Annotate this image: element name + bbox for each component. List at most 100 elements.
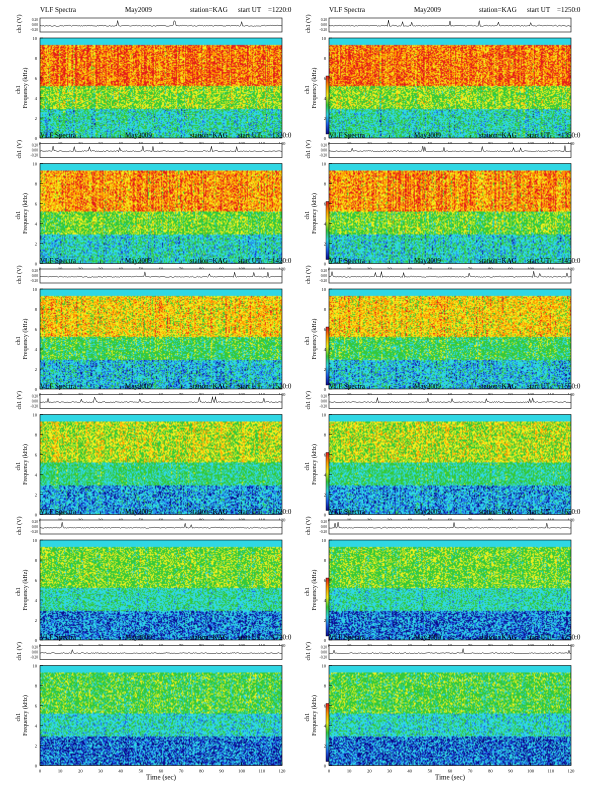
freq-tick-label: 0: [324, 262, 327, 267]
freq-tick-label: 2: [324, 493, 326, 498]
waveform-ylabel: ch1 (V): [305, 140, 312, 159]
panel-start-prefix: start UT: [527, 508, 551, 516]
waveform-tick: 0.00: [32, 651, 38, 655]
waveform-tick: 0.00: [32, 525, 38, 529]
panel-title: VLF Spectra: [329, 257, 366, 265]
spectrogram-ylabel-ch: ch1: [305, 587, 311, 596]
spectrogram-heatmap: [329, 665, 571, 766]
freq-tick-label: 4: [324, 347, 327, 352]
freq-tick-label: 10: [33, 538, 38, 543]
freq-tick-label: 2: [324, 116, 326, 121]
panel-start-time: =1320:0: [268, 132, 292, 140]
panel-10: VLF Spectra May2009 station=KAG start UT =16…: [305, 508, 581, 656]
panel-12: VLF Spectra May2009 station=KAG start UT =12…: [305, 634, 581, 782]
time-tick-label: 20: [78, 769, 83, 774]
panel-title: VLF Spectra: [40, 257, 77, 265]
panel-station: station=KAG: [479, 6, 517, 14]
freq-tick-label: 2: [35, 116, 37, 121]
panel-title: VLF Spectra: [40, 132, 77, 140]
spectrogram-ylabel: Frequency (kHz): [311, 570, 318, 611]
spectrogram-ylabel: Frequency (kHz): [22, 319, 29, 360]
spectrogram-ylabel-ch: ch1: [305, 336, 311, 345]
waveform-tick: 0.20: [32, 520, 38, 524]
time-tick-label: 10: [58, 769, 63, 774]
waveform-tick: -0.20: [31, 405, 39, 409]
waveform-tick: 0.20: [32, 144, 38, 148]
freq-tick-label: 2: [324, 744, 326, 749]
waveform-trace: [328, 145, 572, 153]
time-tick-label: 90: [508, 769, 513, 774]
freq-tick-label: 6: [35, 327, 38, 332]
freq-tick-label: 0: [324, 387, 327, 392]
waveform-tick: 0.00: [321, 651, 327, 655]
freq-tick-label: 10: [322, 36, 327, 41]
waveform-tick: 0.20: [321, 395, 327, 399]
time-tick-label: 120: [279, 141, 287, 146]
spectrogram-ylabel: Frequency (kHz): [22, 570, 29, 611]
waveform-tick: 0.20: [32, 269, 38, 273]
freq-tick-label: 8: [324, 307, 327, 312]
time-tick-label: 120: [279, 267, 287, 272]
time-tick-label: 120: [279, 392, 287, 397]
waveform-tick: 0.00: [321, 149, 327, 153]
panel-station: station=KAG: [479, 634, 517, 642]
waveform-tick: 0.20: [321, 18, 327, 22]
waveform-frame: [328, 519, 572, 535]
freq-tick-label: 6: [35, 578, 38, 583]
spectrogram-ylabel: Frequency (kHz): [22, 68, 29, 109]
panel-station: station=KAG: [479, 383, 517, 391]
freq-tick-label: 8: [35, 558, 38, 563]
freq-tick-label: 4: [324, 724, 327, 729]
panel-date: May2009: [414, 257, 441, 265]
freq-tick-label: 8: [324, 182, 327, 187]
panel-start-time: =1650:0: [557, 508, 581, 516]
waveform-trace: [328, 397, 572, 404]
panel-date: May2009: [125, 257, 152, 265]
spectrogram-ylabel-ch: ch1: [305, 462, 311, 471]
waveform-tick: 0.20: [32, 18, 38, 22]
freq-tick-label: 0: [35, 387, 38, 392]
freq-tick-label: 4: [35, 473, 38, 478]
waveform-frame: [328, 143, 572, 158]
freq-tick-label: 4: [324, 473, 327, 478]
time-tick-label: 20: [367, 769, 372, 774]
freq-tick-label: 10: [33, 413, 38, 418]
waveform-frame: [39, 645, 283, 660]
freq-tick-label: 8: [35, 182, 38, 187]
waveform-tick: 0.00: [321, 400, 327, 404]
x-axis-label: Time (sec): [435, 774, 466, 782]
waveform-tick: -0.20: [320, 154, 328, 158]
time-tick-label: 120: [568, 769, 576, 774]
spectrogram-ylabel: Frequency (kHz): [311, 695, 318, 736]
panel-station: station=KAG: [190, 634, 228, 642]
panel-title: VLF Spectra: [329, 383, 366, 391]
freq-tick-label: 10: [322, 538, 327, 543]
time-tick-label: 110: [259, 769, 266, 774]
waveform-tick: 0.00: [321, 23, 327, 27]
freq-tick-label: 2: [324, 618, 326, 623]
waveform-ylabel: ch1 (V): [305, 517, 312, 536]
waveform-tick: -0.20: [320, 656, 328, 660]
panel-date: May2009: [414, 634, 441, 642]
waveform-trace: [39, 648, 283, 655]
spectrogram-heatmap: [329, 540, 571, 640]
time-tick-label: 120: [568, 518, 576, 523]
panel-date: May2009: [414, 132, 441, 140]
freq-tick-label: 0: [324, 764, 327, 769]
spectrogram-ylabel: Frequency (kHz): [22, 444, 29, 485]
panel-start-prefix: start UT: [238, 383, 262, 391]
spectrogram-ylabel-ch: ch1: [16, 462, 22, 471]
time-tick-label: 120: [568, 392, 576, 397]
waveform-tick: 0.00: [32, 149, 38, 153]
time-tick-label: 30: [387, 769, 392, 774]
waveform-ylabel: ch1 (V): [16, 15, 23, 34]
freq-tick-label: 4: [35, 96, 38, 101]
spectrogram-ylabel: Frequency (kHz): [22, 193, 29, 234]
freq-tick-label: 10: [322, 287, 327, 292]
waveform-frame: [39, 268, 283, 284]
spectrogram-heatmap: [40, 540, 282, 640]
waveform-tick: 0.00: [321, 274, 327, 278]
freq-tick-label: 8: [35, 307, 38, 312]
panel-8: VLF Spectra May2009 station=KAG start UT =15…: [305, 383, 581, 531]
waveform-trace: [328, 648, 572, 655]
